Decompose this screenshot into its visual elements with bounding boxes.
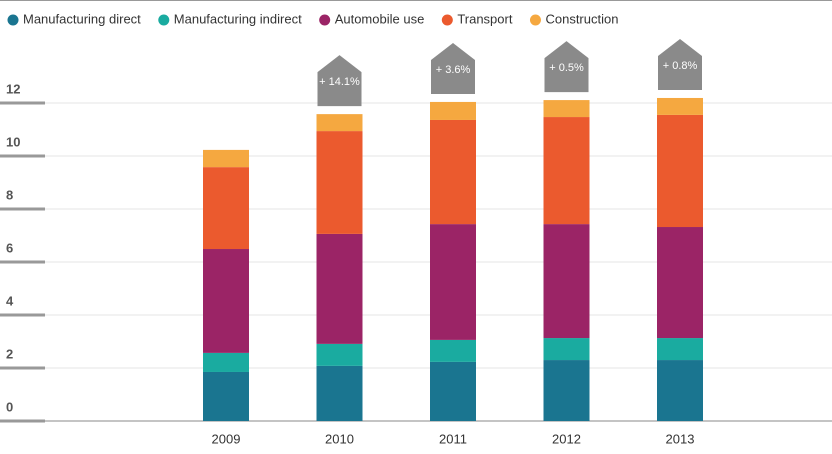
bar-segment [203,352,249,372]
growth-badge [658,38,702,90]
y-tick-label: 6 [6,240,13,255]
growth-badge [317,55,362,107]
y-tick-label: 0 [6,399,13,414]
bar-segment [316,131,363,234]
legend-label: Manufacturing direct [23,11,141,26]
bar-segment [430,119,476,225]
bar-segment [543,117,590,225]
growth-label: + 14.1% [319,76,360,88]
legend-swatch [441,14,453,26]
x-tick-label: 2010 [325,431,354,446]
y-tick-label: 12 [6,81,20,96]
bar-segment [203,149,249,168]
bar-segment [430,224,476,340]
bar-segment [543,224,590,339]
bar-segment [657,114,703,228]
x-tick-label: 2009 [212,431,241,446]
bar-segment [657,97,703,115]
growth-label: + 0.5% [549,62,584,74]
legend-swatch [319,14,331,26]
x-tick-label: 2012 [552,431,581,446]
legend-swatch [158,14,170,26]
growth-badge [544,41,589,93]
bar-segment [657,338,703,361]
bar-segment [430,339,476,362]
bar-segment [543,100,590,118]
x-tick-label: 2013 [666,431,695,446]
bar-segment [430,101,476,120]
bar-segment [316,233,363,344]
y-tick-label: 8 [6,187,13,202]
bar-segment [316,365,363,421]
legend-label: Automobile use [335,11,425,26]
legend-label: Construction [545,11,618,26]
bar-segment [543,338,590,361]
bar-segment [657,360,703,421]
bar-segment [657,227,703,339]
legend: Manufacturing direct Manufacturing indire… [7,11,618,26]
bar-segment [430,361,476,421]
bar-segment [203,371,249,421]
growth-badge [431,42,475,94]
y-tick-label: 10 [6,134,20,149]
bar-segment [203,167,249,250]
x-tick-label: 2011 [439,431,467,446]
y-tick-label: 2 [6,346,13,361]
y-tick-label: 4 [6,293,14,308]
bar-segment [543,360,590,421]
growth-label: + 3.6% [436,64,471,76]
bar-segment [203,249,249,353]
bar-segment [316,114,363,132]
growth-label: + 0.8% [663,60,698,72]
legend-swatch [7,14,19,26]
bar-segment [316,343,363,366]
legend-swatch [529,14,541,26]
legend-label: Manufacturing indirect [174,11,302,26]
legend-label: Transport [457,11,513,26]
